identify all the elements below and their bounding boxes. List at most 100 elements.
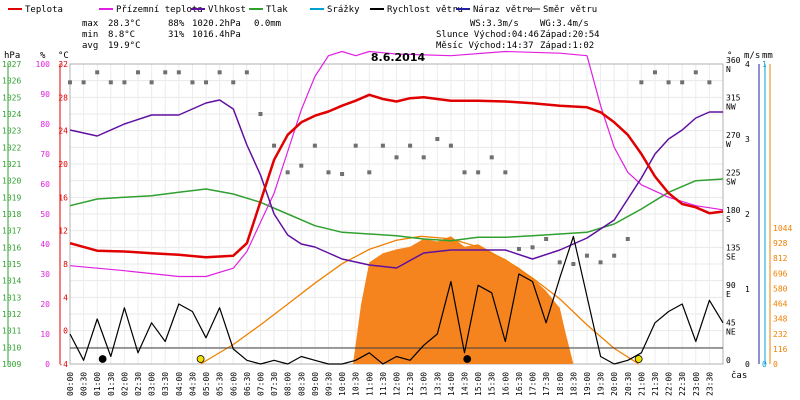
x-tick: 23:30 [705, 372, 714, 396]
wind-direction-point [544, 237, 549, 241]
legend-label: Náraz větru [473, 5, 533, 15]
degc-tick: 20 [58, 160, 68, 169]
stat-max-label: max [82, 19, 99, 29]
wind-direction-point [598, 260, 603, 265]
degc-tick: 4 [63, 293, 68, 302]
x-axis-label: čas [731, 370, 747, 381]
x-tick: 18:30 [569, 372, 578, 396]
wind-direction-point [435, 137, 440, 141]
x-tick: 07:30 [270, 372, 279, 396]
wm2-tick: 0 [773, 360, 778, 369]
wind-direction-point [707, 80, 712, 85]
degc-axis-label: °C [58, 51, 69, 61]
deg-tick: 180 [726, 206, 741, 215]
x-tick: 21:30 [651, 372, 660, 396]
x-tick: 12:30 [406, 372, 415, 396]
wind-direction-point [516, 247, 521, 251]
x-tick: 04:30 [188, 372, 197, 396]
wind-direction-point [217, 70, 222, 75]
axes: hPa1009101010111012101310141015101610171… [2, 51, 792, 396]
wind-direction-point [571, 262, 576, 266]
wind-direction-point [557, 260, 562, 265]
x-tick: 11:30 [379, 372, 388, 396]
deg-tick-dir: E [726, 290, 731, 299]
x-tick: 11:00 [365, 372, 374, 396]
stat-wg: WG:3.4m/s [540, 19, 589, 29]
wind-direction-point [122, 80, 127, 85]
wind-direction-point [448, 143, 453, 148]
x-tick: 23:00 [692, 372, 701, 396]
hpa-tick: 1025 [2, 93, 21, 102]
degc-tick: 16 [58, 193, 68, 202]
deg-tick: 360 [726, 56, 741, 65]
x-tick: 09:00 [311, 372, 320, 396]
wind-direction-point [231, 80, 236, 85]
x-tick: 14:30 [461, 372, 470, 396]
moonset: Západ:1:02 [540, 41, 594, 51]
x-tick: 17:30 [542, 372, 551, 396]
x-tick: 22:30 [678, 372, 687, 396]
legend-label: Rychlost větru [387, 5, 463, 15]
wind-direction-point [95, 70, 100, 75]
moonrise-marker [463, 355, 472, 363]
pct-tick: 0 [45, 360, 50, 369]
x-tick: 02:30 [134, 372, 143, 396]
sunset: Západ:20:54 [540, 30, 600, 40]
wind-direction-point [408, 143, 413, 148]
hpa-tick: 1016 [2, 243, 21, 252]
deg-tick-dir: SE [726, 253, 736, 262]
pct-tick: 100 [36, 60, 51, 69]
pct-tick: 50 [40, 210, 50, 219]
wm2-tick: 116 [773, 345, 788, 354]
wind-direction-point [612, 253, 617, 258]
x-tick: 13:30 [433, 372, 442, 396]
wm2-tick: 232 [773, 330, 788, 339]
pct-tick: 20 [40, 300, 50, 309]
wind-direction-point [503, 170, 508, 175]
x-tick: 16:00 [501, 372, 510, 396]
stat-min-label: min [82, 30, 98, 40]
pct-tick: 80 [40, 120, 50, 129]
wind-direction-point [666, 80, 671, 85]
hpa-tick: 1014 [2, 277, 21, 286]
hpa-tick: 1013 [2, 293, 21, 302]
pressure-line [69, 178, 724, 242]
wind-direction-point [163, 70, 168, 75]
sunrise-marker [196, 355, 205, 363]
wm2-tick: 464 [773, 300, 788, 309]
wind-direction-point [462, 170, 467, 175]
ms-tick: 1 [745, 285, 750, 294]
x-tick: 21:00 [637, 372, 646, 396]
wm2-tick: 928 [773, 239, 788, 248]
x-tick: 03:00 [148, 372, 157, 396]
hpa-tick: 1012 [2, 310, 21, 319]
legend-label: Vlhkost [208, 5, 246, 15]
wm2-tick: 696 [773, 269, 788, 278]
wind-direction-point [149, 80, 154, 85]
wm2-tick: 348 [773, 315, 788, 324]
deg-tick: 45 [726, 319, 736, 328]
wind-direction-point [476, 170, 481, 175]
deg-tick-dir: W [726, 140, 731, 149]
plot-area [68, 50, 724, 365]
wind-direction-point [244, 70, 249, 75]
degc-tick: 8 [63, 260, 68, 269]
pct-tick: 10 [40, 330, 50, 339]
x-tick: 04:00 [175, 372, 184, 396]
stat-max-temp: 28.3°C [108, 19, 141, 29]
wind-direction-point [299, 163, 304, 168]
hpa-tick: 1024 [2, 110, 21, 119]
hpa-tick: 1015 [2, 260, 21, 269]
wind-direction-point [204, 80, 209, 85]
wind-direction-point [421, 155, 426, 160]
x-tick: 05:30 [216, 372, 225, 396]
hpa-tick: 1026 [2, 77, 21, 86]
stat-avg-temp: 19.9°C [108, 41, 141, 51]
degc-tick: 28 [58, 93, 68, 102]
x-tick: 15:00 [474, 372, 483, 396]
x-tick: 14:00 [447, 372, 456, 396]
wind-direction-point [584, 253, 589, 258]
degc-tick: -4 [58, 360, 68, 369]
wind-direction-point [693, 70, 698, 75]
